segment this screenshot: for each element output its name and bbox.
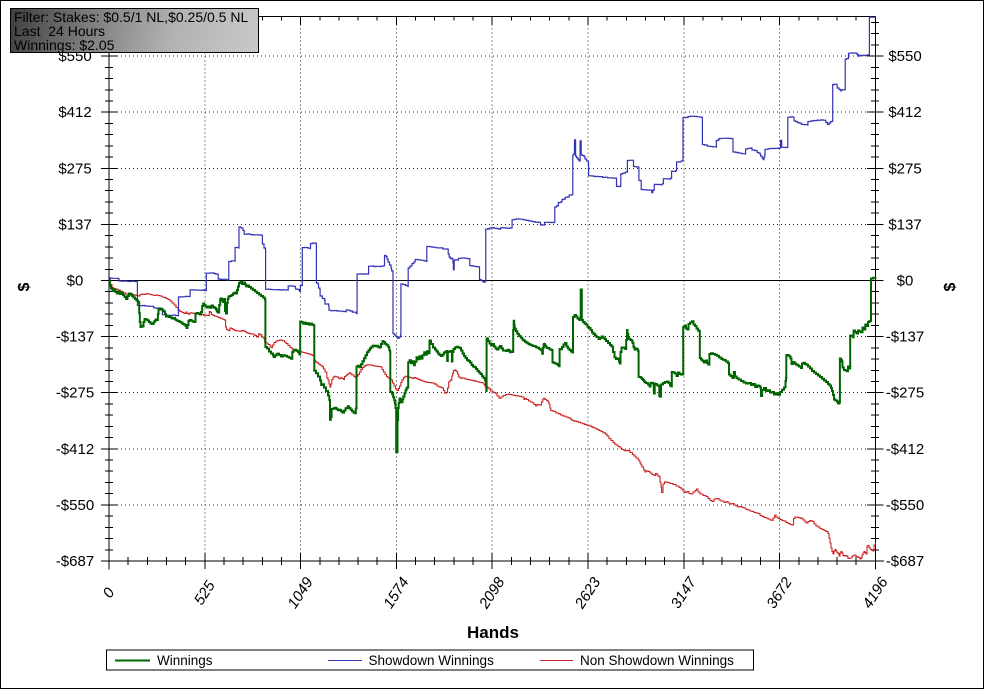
svg-text:-$687: -$687 — [56, 553, 94, 570]
svg-text:-$550: -$550 — [56, 497, 94, 514]
svg-text:-$275: -$275 — [56, 385, 94, 402]
svg-text:-$687: -$687 — [886, 553, 924, 570]
svg-text:$412: $412 — [888, 104, 921, 121]
svg-text:-$275: -$275 — [886, 385, 924, 402]
svg-text:$137: $137 — [888, 216, 921, 233]
svg-text:-$412: -$412 — [56, 441, 94, 458]
svg-text:$: $ — [16, 282, 33, 291]
svg-text:Hands: Hands — [467, 623, 519, 642]
svg-text:-$550: -$550 — [886, 497, 924, 514]
svg-text:-$137: -$137 — [886, 329, 924, 346]
svg-text:$275: $275 — [58, 160, 91, 177]
svg-text:$550: $550 — [888, 48, 921, 65]
svg-text:-$137: -$137 — [56, 329, 94, 346]
svg-text:-$412: -$412 — [886, 441, 924, 458]
svg-text:$412: $412 — [58, 104, 91, 121]
svg-text:$137: $137 — [58, 216, 91, 233]
svg-text:$0: $0 — [897, 273, 914, 290]
svg-text:Winnings: Winnings — [157, 653, 213, 668]
svg-text:$0: $0 — [67, 273, 84, 290]
svg-text:Non Showdown Winnings: Non Showdown Winnings — [580, 653, 734, 668]
svg-text:$: $ — [942, 282, 959, 291]
svg-text:Showdown Winnings: Showdown Winnings — [369, 653, 495, 668]
svg-text:$275: $275 — [888, 160, 921, 177]
